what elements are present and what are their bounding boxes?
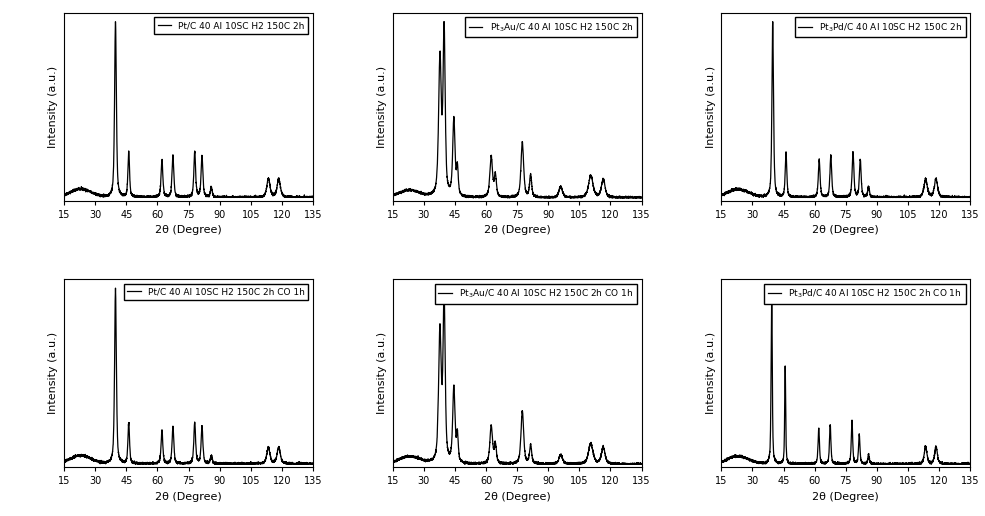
- Y-axis label: Intensity (a.u.): Intensity (a.u.): [48, 332, 58, 414]
- Y-axis label: Intensity (a.u.): Intensity (a.u.): [705, 332, 716, 414]
- Legend: Pt/C 40 Al 10SC H2 150C 2h: Pt/C 40 Al 10SC H2 150C 2h: [154, 18, 308, 34]
- Legend: Pt/C 40 Al 10SC H2 150C 2h CO 1h: Pt/C 40 Al 10SC H2 150C 2h CO 1h: [123, 284, 308, 300]
- X-axis label: 2θ (Degree): 2θ (Degree): [484, 225, 551, 235]
- X-axis label: 2θ (Degree): 2θ (Degree): [813, 225, 880, 235]
- X-axis label: 2θ (Degree): 2θ (Degree): [155, 492, 222, 502]
- Legend: $\mathregular{Pt_3}$Pd/C 40 Al 10SC H2 150C 2h: $\mathregular{Pt_3}$Pd/C 40 Al 10SC H2 1…: [795, 18, 965, 37]
- Legend: $\mathregular{Pt_3}$Au/C 40 Al 10SC H2 150C 2h: $\mathregular{Pt_3}$Au/C 40 Al 10SC H2 1…: [465, 18, 637, 37]
- Legend: $\mathregular{Pt_3}$Pd/C 40 Al 10SC H2 150C 2h CO 1h: $\mathregular{Pt_3}$Pd/C 40 Al 10SC H2 1…: [764, 284, 965, 303]
- Y-axis label: Intensity (a.u.): Intensity (a.u.): [48, 66, 58, 148]
- X-axis label: 2θ (Degree): 2θ (Degree): [813, 492, 880, 502]
- Y-axis label: Intensity (a.u.): Intensity (a.u.): [377, 66, 387, 148]
- Y-axis label: Intensity (a.u.): Intensity (a.u.): [705, 66, 716, 148]
- Legend: $\mathregular{Pt_3}$Au/C 40 Al 10SC H2 150C 2h CO 1h: $\mathregular{Pt_3}$Au/C 40 Al 10SC H2 1…: [434, 284, 637, 303]
- Y-axis label: Intensity (a.u.): Intensity (a.u.): [377, 332, 387, 414]
- X-axis label: 2θ (Degree): 2θ (Degree): [484, 492, 551, 502]
- X-axis label: 2θ (Degree): 2θ (Degree): [155, 225, 222, 235]
